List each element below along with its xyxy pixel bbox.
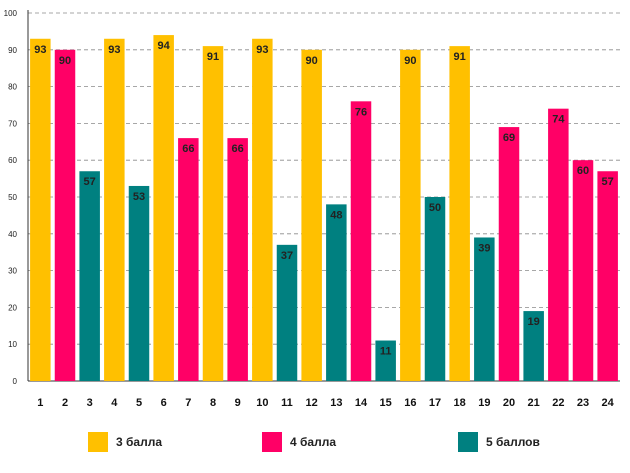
y-tick-label: 30: [8, 267, 17, 276]
data-label: 93: [108, 44, 120, 56]
bar: [350, 101, 372, 381]
data-label: 19: [528, 316, 540, 328]
data-labels: 93 90 57 93 53 94 66 91 66 93 37 90 48 76 11 90 50 91 39 69…: [34, 40, 614, 357]
x-tick-label: 15: [380, 397, 392, 409]
legend-swatch: [262, 432, 282, 452]
x-tick-label: 24: [602, 397, 615, 409]
data-label: 74: [552, 114, 565, 126]
x-tick-label: 2: [62, 397, 68, 409]
data-label: 53: [133, 191, 145, 203]
bar: [276, 244, 298, 381]
x-tick-label: 9: [235, 397, 241, 409]
bar: [227, 138, 248, 381]
data-label: 90: [306, 55, 318, 67]
bar: [498, 127, 520, 381]
bar: [252, 38, 273, 381]
bar: [128, 185, 150, 381]
data-label: 69: [503, 132, 515, 144]
bar: [474, 237, 495, 381]
x-tick-label: 1: [37, 397, 43, 409]
bar: [449, 46, 470, 382]
gridlines: [28, 12, 620, 345]
y-tick-label: 80: [8, 83, 17, 92]
y-tick-label: 40: [8, 230, 17, 239]
data-label: 91: [207, 51, 219, 63]
bar: [178, 138, 199, 381]
x-tick-label: 13: [330, 397, 342, 409]
x-tick-label: 12: [306, 397, 318, 409]
data-label: 57: [84, 176, 96, 188]
x-tick-label: 22: [552, 397, 564, 409]
data-label: 66: [232, 143, 244, 155]
bar: [326, 204, 347, 381]
y-tick-label: 90: [8, 46, 17, 55]
legend-label: 5 баллов: [486, 435, 540, 449]
y-tick-label: 70: [8, 119, 17, 128]
data-label: 94: [158, 40, 171, 52]
y-tick-label: 0: [13, 377, 18, 386]
bar: [597, 171, 618, 381]
x-tick-label: 3: [87, 397, 93, 409]
data-label: 11: [380, 346, 392, 358]
x-tick-label: 4: [111, 397, 118, 409]
x-tick-label: 5: [136, 397, 142, 409]
data-label: 66: [182, 143, 194, 155]
legend-label: 4 балла: [290, 435, 336, 449]
x-tick-label: 18: [454, 397, 466, 409]
legend: 3 балла 4 балла 5 баллов: [88, 432, 540, 452]
y-tick-label: 60: [8, 156, 17, 165]
data-label: 37: [281, 250, 293, 262]
bar: [375, 340, 396, 381]
x-tick-label: 23: [577, 397, 589, 409]
bar: [79, 171, 100, 381]
bar: [572, 160, 594, 381]
legend-swatch: [88, 432, 108, 452]
x-tick-label: 17: [429, 397, 441, 409]
x-tick-label: 14: [355, 397, 368, 409]
legend-label: 3 балла: [116, 435, 162, 449]
x-tick-label: 10: [256, 397, 268, 409]
y-tick-label: 10: [8, 340, 17, 349]
data-label: 91: [454, 51, 466, 63]
bars: [30, 35, 618, 382]
y-tick-label: 100: [4, 9, 18, 18]
data-label: 93: [34, 44, 46, 56]
data-label: 57: [602, 176, 614, 188]
y-tick-label: 50: [8, 193, 17, 202]
x-tick-label: 8: [210, 397, 216, 409]
data-label: 50: [429, 202, 441, 214]
y-tick-label: 20: [8, 303, 17, 312]
bar: [30, 38, 51, 381]
bar: [104, 38, 125, 381]
bar: [400, 49, 421, 382]
bar: [523, 311, 544, 381]
data-label: 90: [404, 55, 416, 67]
data-label: 39: [478, 242, 490, 254]
bar: [202, 46, 224, 382]
x-tick-label: 7: [185, 397, 191, 409]
bar: [548, 108, 569, 382]
bar: [424, 197, 446, 381]
x-tick-label: 16: [404, 397, 416, 409]
x-tick-label: 19: [478, 397, 490, 409]
data-label: 48: [330, 209, 342, 221]
legend-swatch: [458, 432, 478, 452]
x-tick-label: 20: [503, 397, 515, 409]
x-tick-label: 21: [528, 397, 540, 409]
data-label: 60: [577, 165, 589, 177]
x-tick-label: 6: [161, 397, 167, 409]
bar: [54, 49, 76, 382]
x-tick-label: 11: [281, 397, 293, 409]
data-label: 90: [59, 55, 71, 67]
bar: [301, 49, 322, 382]
data-label: 76: [355, 106, 367, 118]
data-label: 93: [256, 44, 268, 56]
bar: [153, 35, 174, 381]
